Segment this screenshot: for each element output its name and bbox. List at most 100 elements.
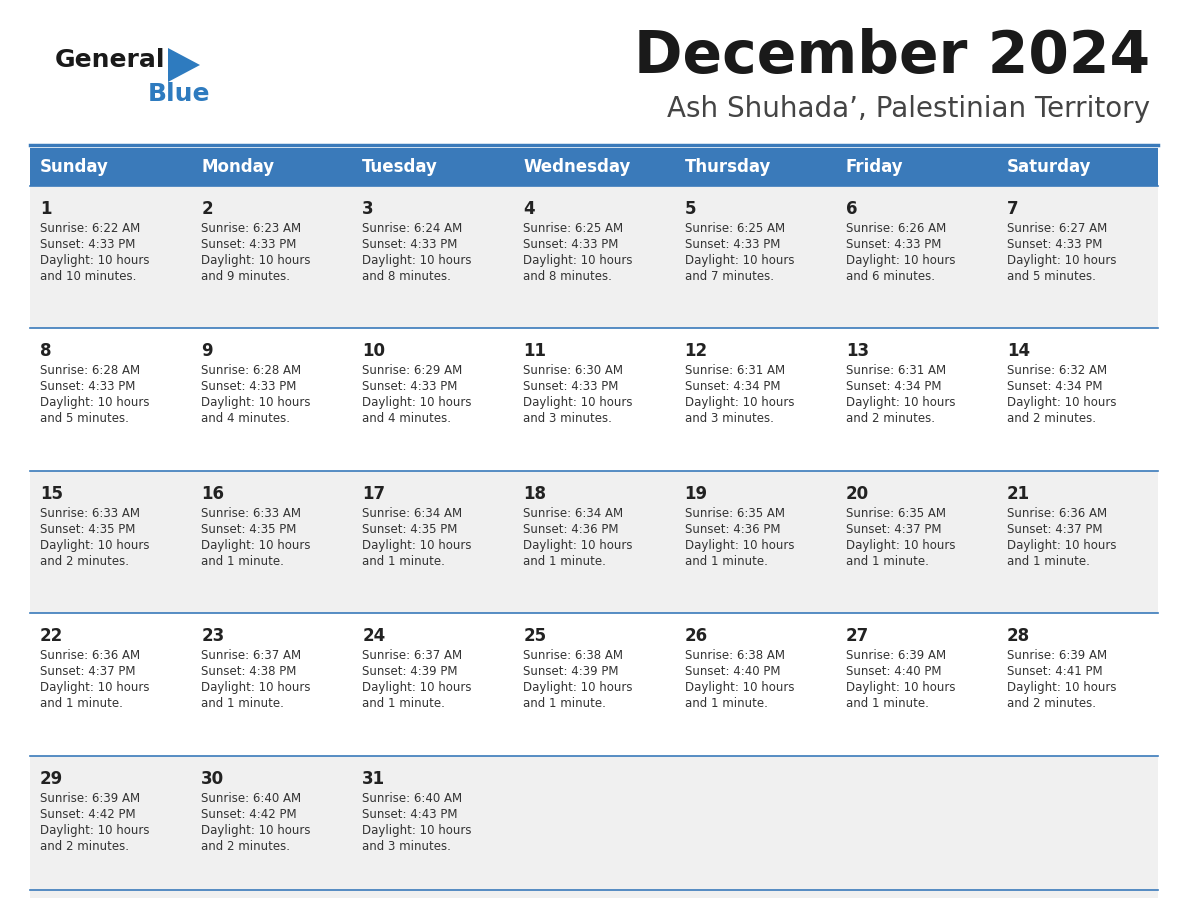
Text: Sunrise: 6:23 AM: Sunrise: 6:23 AM <box>201 222 302 235</box>
Text: 4: 4 <box>524 200 535 218</box>
Text: and 1 minute.: and 1 minute. <box>362 554 446 568</box>
Text: and 1 minute.: and 1 minute. <box>201 697 284 711</box>
Text: 7: 7 <box>1007 200 1018 218</box>
Text: and 5 minutes.: and 5 minutes. <box>1007 270 1095 283</box>
Text: 6: 6 <box>846 200 858 218</box>
Text: and 3 minutes.: and 3 minutes. <box>524 412 612 425</box>
Text: 18: 18 <box>524 485 546 503</box>
Text: Sunrise: 6:39 AM: Sunrise: 6:39 AM <box>846 649 946 662</box>
Text: 22: 22 <box>40 627 63 645</box>
Text: and 7 minutes.: and 7 minutes. <box>684 270 773 283</box>
Text: and 5 minutes.: and 5 minutes. <box>40 412 128 425</box>
Bar <box>30 613 1158 756</box>
Text: Daylight: 10 hours: Daylight: 10 hours <box>684 254 794 267</box>
Bar <box>30 329 1158 471</box>
Bar <box>30 756 1158 898</box>
Text: Sunset: 4:34 PM: Sunset: 4:34 PM <box>684 380 781 394</box>
Text: Sunset: 4:40 PM: Sunset: 4:40 PM <box>684 666 781 678</box>
Text: Sunrise: 6:34 AM: Sunrise: 6:34 AM <box>524 507 624 520</box>
Text: Daylight: 10 hours: Daylight: 10 hours <box>684 681 794 694</box>
Text: 13: 13 <box>846 342 868 361</box>
Text: December 2024: December 2024 <box>634 28 1150 85</box>
Text: 21: 21 <box>1007 485 1030 503</box>
Text: Daylight: 10 hours: Daylight: 10 hours <box>201 823 310 836</box>
Text: Sunset: 4:33 PM: Sunset: 4:33 PM <box>362 238 457 251</box>
Text: Sunrise: 6:27 AM: Sunrise: 6:27 AM <box>1007 222 1107 235</box>
Text: Daylight: 10 hours: Daylight: 10 hours <box>846 539 955 552</box>
Text: Daylight: 10 hours: Daylight: 10 hours <box>524 539 633 552</box>
Text: Sunrise: 6:37 AM: Sunrise: 6:37 AM <box>362 649 462 662</box>
Text: Sunrise: 6:40 AM: Sunrise: 6:40 AM <box>201 791 302 804</box>
Text: Sunrise: 6:38 AM: Sunrise: 6:38 AM <box>524 649 624 662</box>
Text: Sunrise: 6:35 AM: Sunrise: 6:35 AM <box>684 507 784 520</box>
Text: and 3 minutes.: and 3 minutes. <box>684 412 773 425</box>
Text: Daylight: 10 hours: Daylight: 10 hours <box>1007 397 1117 409</box>
Text: Thursday: Thursday <box>684 158 771 176</box>
Text: 10: 10 <box>362 342 385 361</box>
Text: Daylight: 10 hours: Daylight: 10 hours <box>201 681 310 694</box>
Text: Sunset: 4:39 PM: Sunset: 4:39 PM <box>362 666 457 678</box>
Text: and 8 minutes.: and 8 minutes. <box>362 270 451 283</box>
Text: and 4 minutes.: and 4 minutes. <box>362 412 451 425</box>
Text: Ash Shuhada’, Palestinian Territory: Ash Shuhada’, Palestinian Territory <box>666 95 1150 123</box>
Text: 12: 12 <box>684 342 708 361</box>
Text: Saturday: Saturday <box>1007 158 1092 176</box>
Text: and 1 minute.: and 1 minute. <box>1007 554 1089 568</box>
Text: and 2 minutes.: and 2 minutes. <box>40 840 129 853</box>
Text: 11: 11 <box>524 342 546 361</box>
Text: and 1 minute.: and 1 minute. <box>846 554 929 568</box>
Text: and 3 minutes.: and 3 minutes. <box>362 840 451 853</box>
Text: Daylight: 10 hours: Daylight: 10 hours <box>362 681 472 694</box>
Text: 17: 17 <box>362 485 385 503</box>
Text: 1: 1 <box>40 200 51 218</box>
Text: and 1 minute.: and 1 minute. <box>684 554 767 568</box>
Text: 9: 9 <box>201 342 213 361</box>
Text: Daylight: 10 hours: Daylight: 10 hours <box>40 681 150 694</box>
Text: Sunset: 4:37 PM: Sunset: 4:37 PM <box>846 522 941 536</box>
Text: Sunset: 4:33 PM: Sunset: 4:33 PM <box>362 380 457 394</box>
Text: Sunset: 4:33 PM: Sunset: 4:33 PM <box>524 380 619 394</box>
Text: 30: 30 <box>201 769 225 788</box>
Text: Daylight: 10 hours: Daylight: 10 hours <box>846 254 955 267</box>
Text: Sunset: 4:33 PM: Sunset: 4:33 PM <box>201 238 297 251</box>
Text: Sunset: 4:34 PM: Sunset: 4:34 PM <box>1007 380 1102 394</box>
Text: Sunrise: 6:35 AM: Sunrise: 6:35 AM <box>846 507 946 520</box>
Text: Monday: Monday <box>201 158 274 176</box>
Text: 31: 31 <box>362 769 385 788</box>
Text: Daylight: 10 hours: Daylight: 10 hours <box>684 539 794 552</box>
Text: and 2 minutes.: and 2 minutes. <box>846 412 935 425</box>
Text: Daylight: 10 hours: Daylight: 10 hours <box>201 397 310 409</box>
Text: Sunrise: 6:31 AM: Sunrise: 6:31 AM <box>846 364 946 377</box>
Text: Sunrise: 6:28 AM: Sunrise: 6:28 AM <box>201 364 302 377</box>
Text: Sunday: Sunday <box>40 158 109 176</box>
Text: and 1 minute.: and 1 minute. <box>846 697 929 711</box>
Text: and 1 minute.: and 1 minute. <box>524 554 606 568</box>
Text: Sunrise: 6:31 AM: Sunrise: 6:31 AM <box>684 364 785 377</box>
Text: 15: 15 <box>40 485 63 503</box>
Text: Sunset: 4:40 PM: Sunset: 4:40 PM <box>846 666 941 678</box>
Text: Sunrise: 6:33 AM: Sunrise: 6:33 AM <box>201 507 301 520</box>
Text: Sunset: 4:33 PM: Sunset: 4:33 PM <box>1007 238 1102 251</box>
Text: General: General <box>55 48 165 72</box>
Text: Daylight: 10 hours: Daylight: 10 hours <box>524 397 633 409</box>
Text: and 9 minutes.: and 9 minutes. <box>201 270 290 283</box>
Text: Sunset: 4:42 PM: Sunset: 4:42 PM <box>40 808 135 821</box>
Text: Daylight: 10 hours: Daylight: 10 hours <box>40 254 150 267</box>
Text: Sunrise: 6:36 AM: Sunrise: 6:36 AM <box>1007 507 1107 520</box>
Text: Sunset: 4:36 PM: Sunset: 4:36 PM <box>524 522 619 536</box>
Text: Sunrise: 6:37 AM: Sunrise: 6:37 AM <box>201 649 302 662</box>
Text: Sunset: 4:33 PM: Sunset: 4:33 PM <box>201 380 297 394</box>
Bar <box>30 471 1158 613</box>
Text: Sunset: 4:33 PM: Sunset: 4:33 PM <box>524 238 619 251</box>
Text: 27: 27 <box>846 627 868 645</box>
Text: Sunset: 4:42 PM: Sunset: 4:42 PM <box>201 808 297 821</box>
Text: Daylight: 10 hours: Daylight: 10 hours <box>1007 539 1117 552</box>
Text: Sunrise: 6:38 AM: Sunrise: 6:38 AM <box>684 649 784 662</box>
Text: 23: 23 <box>201 627 225 645</box>
Text: 19: 19 <box>684 485 708 503</box>
Text: Sunrise: 6:22 AM: Sunrise: 6:22 AM <box>40 222 140 235</box>
Text: Sunrise: 6:28 AM: Sunrise: 6:28 AM <box>40 364 140 377</box>
Text: Daylight: 10 hours: Daylight: 10 hours <box>846 397 955 409</box>
Text: Daylight: 10 hours: Daylight: 10 hours <box>524 681 633 694</box>
Text: 3: 3 <box>362 200 374 218</box>
